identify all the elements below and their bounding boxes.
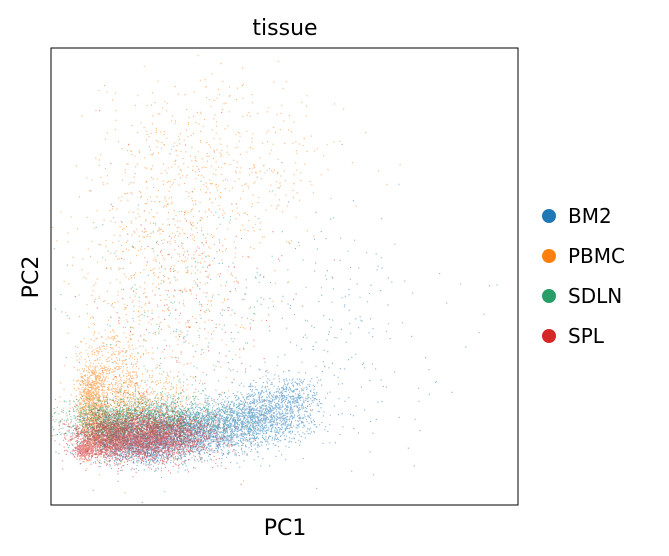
chart-title: tissue bbox=[252, 16, 317, 41]
legend-item-sdln: SDLN bbox=[542, 284, 622, 308]
legend-label-spl: SPL bbox=[568, 324, 605, 348]
legend-label-pbmc: PBMC bbox=[568, 244, 625, 268]
legend-item-bm2: BM2 bbox=[542, 204, 612, 228]
points-spl bbox=[52, 110, 335, 503]
points-layer bbox=[52, 55, 498, 503]
legend-marker-sdln bbox=[542, 289, 556, 303]
legend-label-bm2: BM2 bbox=[568, 204, 612, 228]
legend-marker-pbmc bbox=[542, 249, 556, 263]
legend-item-spl: SPL bbox=[542, 324, 605, 348]
x-axis-label: PC1 bbox=[264, 516, 307, 541]
legend-label-sdln: SDLN bbox=[568, 284, 622, 308]
legend-marker-bm2 bbox=[542, 209, 556, 223]
legend-item-pbmc: PBMC bbox=[542, 244, 625, 268]
series-spl bbox=[52, 110, 335, 503]
legend: BM2 PBMC SDLN SPL bbox=[542, 204, 625, 348]
plot-frame bbox=[50, 47, 519, 506]
legend-marker-spl bbox=[542, 329, 556, 343]
y-axis-label: PC2 bbox=[19, 256, 44, 299]
